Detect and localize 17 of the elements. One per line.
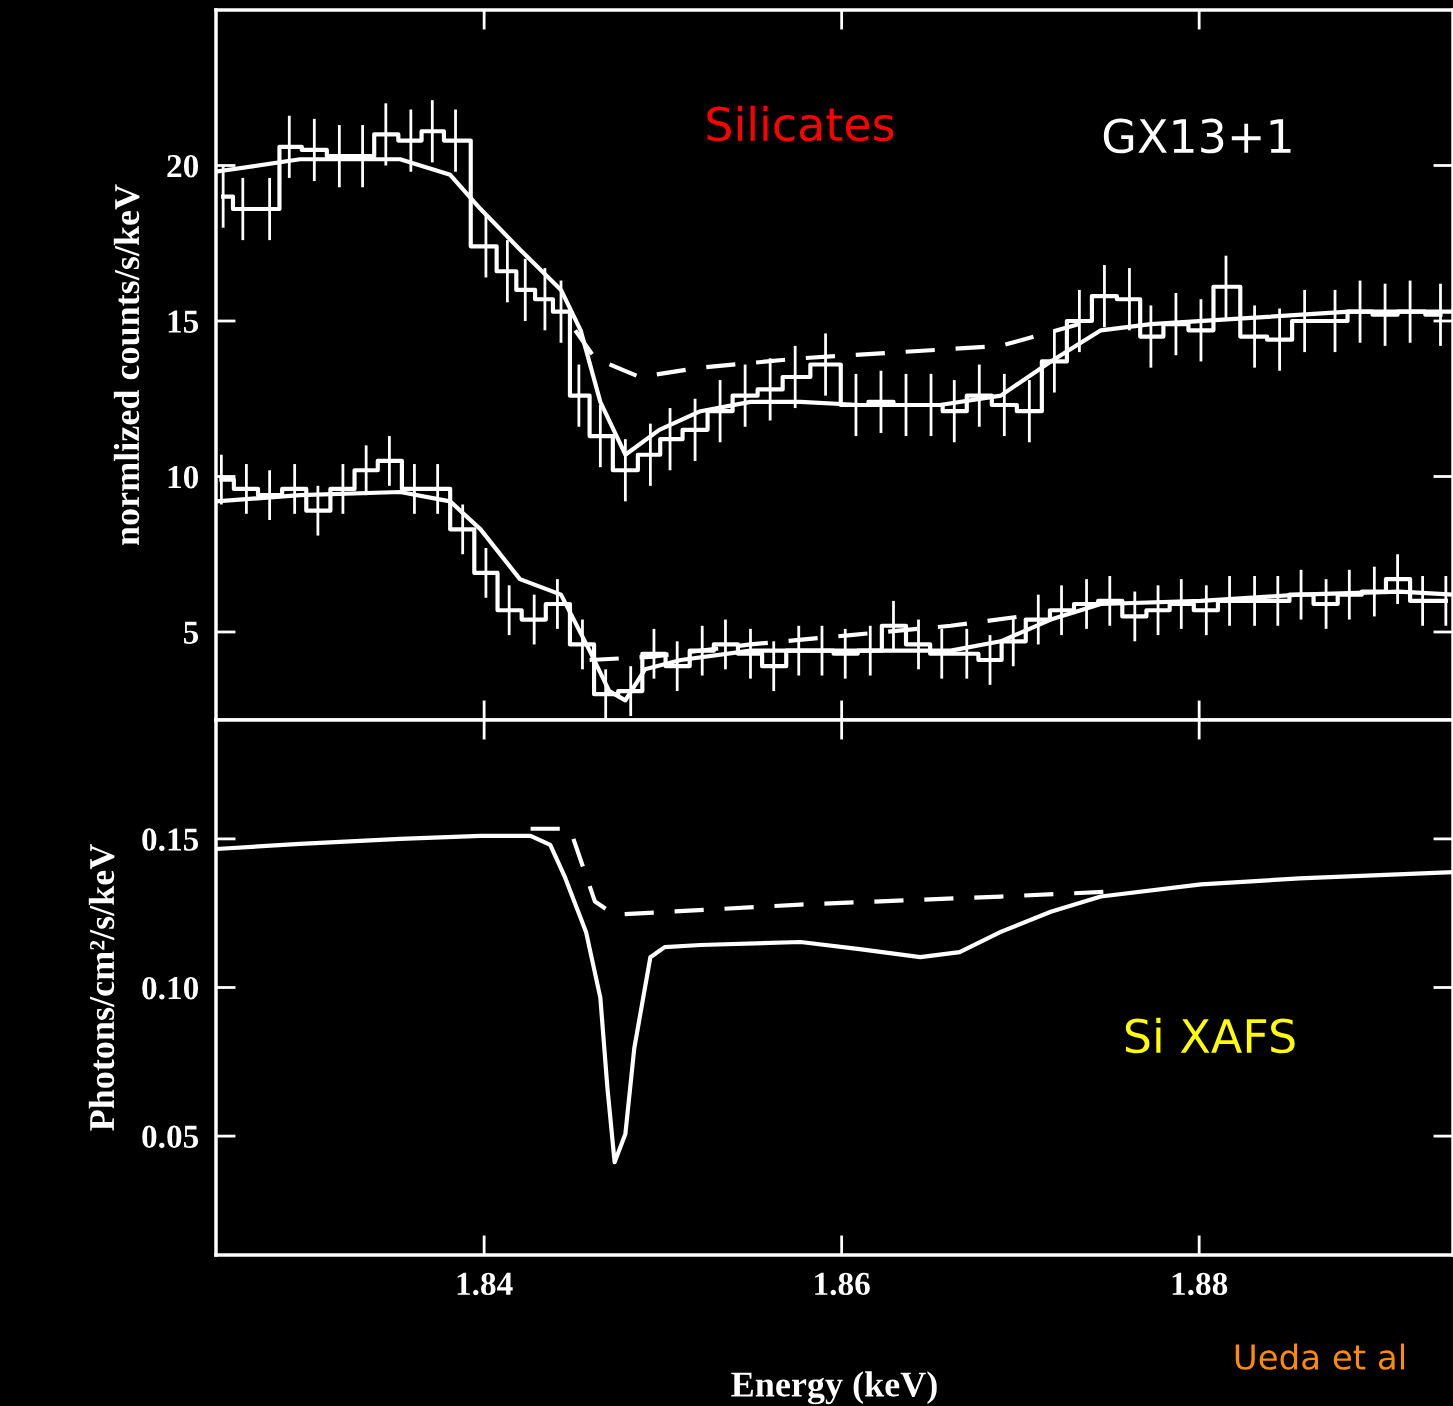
x-tick-label: 1.88 (1172, 1272, 1228, 1296)
y-tick-label: 20 (167, 154, 199, 178)
text: Ueda et al (1235, 1343, 1404, 1370)
y-tick-label: 10 (168, 465, 199, 489)
y-tick-label: 15 (168, 310, 199, 333)
y-axis-title: normlized counts/s/keV (113, 184, 140, 546)
annotation: GX13+1 (1103, 118, 1291, 154)
annotation: Si XAFS (1125, 1017, 1295, 1054)
y-tick-label: 0.10 (142, 976, 199, 1000)
y-tick-label: 5 (184, 621, 199, 644)
x-axis-title: Energy (keV) (731, 1371, 937, 1405)
annotation: Silicates (707, 105, 894, 142)
y-tick-label: 0.05 (142, 1125, 199, 1149)
y-tick-label: 0.15 (142, 828, 199, 851)
x-tick-label: 1.84 (457, 1272, 513, 1296)
x-tick-label: 1.86 (815, 1272, 870, 1296)
y-axis-title: Photons/cm²/s/keV (88, 844, 115, 1131)
